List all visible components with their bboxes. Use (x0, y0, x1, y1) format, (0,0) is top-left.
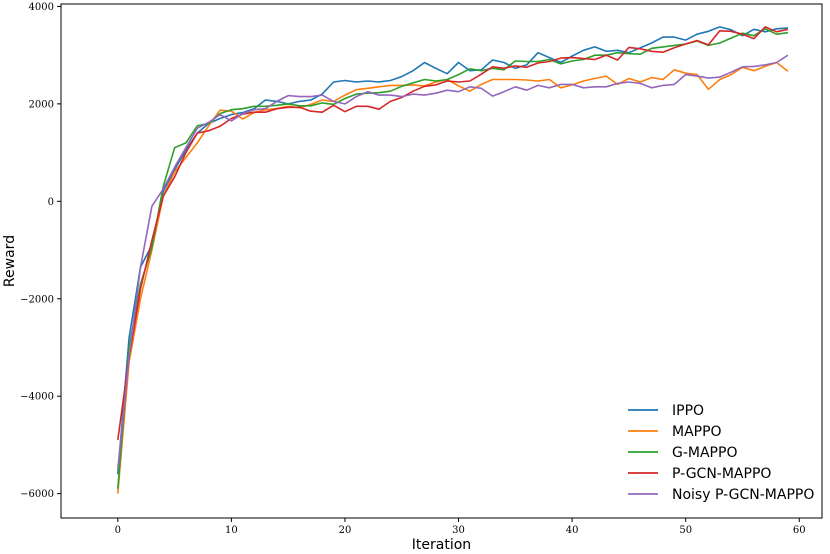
legend: IPPO MAPPO G-MAPPO P-GCN-MAPPO Noisy P-GCN-M… (628, 403, 814, 503)
legend-label: MAPPO (672, 424, 722, 440)
x-tick-label: 10 (225, 525, 238, 536)
legend-label: Noisy P-GCN-MAPPO (672, 487, 814, 503)
y-tick-label: −4000 (20, 392, 54, 403)
legend-label: IPPO (672, 403, 704, 419)
series-line-ippo (117, 26, 788, 475)
x-tick-label: 50 (679, 525, 692, 536)
x-axis: 0 10 20 30 40 50 60 (115, 518, 806, 536)
y-tick-label: −6000 (20, 489, 54, 500)
series-lines (117, 26, 789, 494)
plot-frame (60, 3, 823, 519)
x-tick-label: 20 (339, 525, 352, 536)
x-tick-label: 0 (115, 525, 121, 536)
y-axis: −6000 −4000 −2000 0 2000 4000 (20, 2, 61, 500)
x-tick-label: 60 (793, 525, 806, 536)
y-tick-label: 4000 (29, 2, 54, 13)
series-line-g-mappo (117, 27, 789, 489)
x-tick-label: 40 (566, 525, 579, 536)
y-tick-label: 0 (48, 197, 54, 208)
series-line-p-gcn-mappo (117, 26, 789, 441)
series-line-noisy-p-gcn-mappo (117, 54, 789, 470)
y-tick-label: −2000 (20, 294, 54, 305)
legend-label: P-GCN-MAPPO (672, 466, 771, 482)
y-axis-label: Reward (2, 235, 18, 287)
x-tick-label: 30 (452, 525, 465, 536)
y-tick-label: 2000 (29, 99, 54, 110)
legend-label: G-MAPPO (672, 445, 737, 461)
x-axis-label: Iteration (412, 537, 471, 553)
